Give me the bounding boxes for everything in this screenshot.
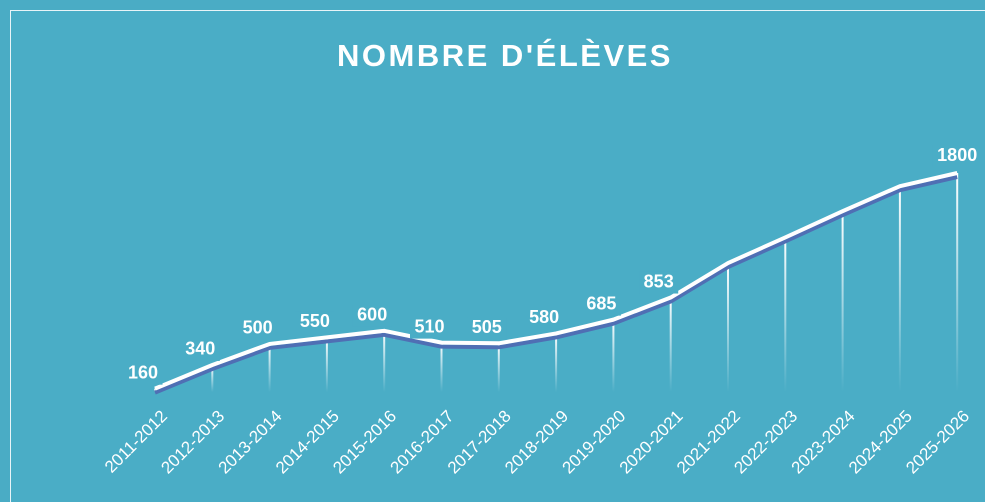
drop-line (268, 343, 271, 392)
drop-line (497, 343, 500, 392)
data-label: 340 (185, 339, 215, 359)
drop-line (784, 237, 787, 392)
data-label: 685 (586, 293, 616, 313)
label-background (180, 338, 220, 361)
label-background (467, 317, 507, 340)
drop-line (727, 263, 729, 392)
data-label: 550 (300, 311, 330, 331)
drop-line (211, 364, 214, 392)
label-background (123, 362, 163, 385)
drop-line (555, 333, 558, 392)
label-background (352, 304, 392, 327)
label-background (410, 316, 449, 339)
drop-line (612, 319, 615, 392)
drop-line (669, 297, 672, 392)
label-background (295, 311, 335, 334)
drop-line (440, 342, 443, 392)
chart-title: NOMBRE D'ÉLÈVES (337, 38, 673, 73)
data-label: 500 (243, 318, 273, 338)
drop-line (154, 388, 156, 392)
drop-line (898, 186, 901, 392)
data-label: 853 (644, 271, 674, 291)
line-shadow (154, 175, 958, 395)
plot-frame (10, 10, 985, 502)
label-background (639, 271, 679, 294)
drop-line (841, 211, 844, 392)
label-background (581, 293, 621, 316)
data-label: 1800 (937, 145, 977, 165)
data-label: 580 (529, 307, 559, 327)
data-label: 600 (357, 305, 387, 325)
data-label: 505 (472, 317, 502, 337)
line (154, 171, 958, 391)
data-label: 160 (128, 362, 158, 382)
label-background (524, 307, 564, 330)
data-label: 510 (414, 316, 444, 336)
label-background (932, 145, 983, 167)
drop-line (956, 173, 959, 392)
label-background (238, 317, 278, 340)
drop-line (383, 330, 386, 392)
drop-line (325, 337, 328, 392)
